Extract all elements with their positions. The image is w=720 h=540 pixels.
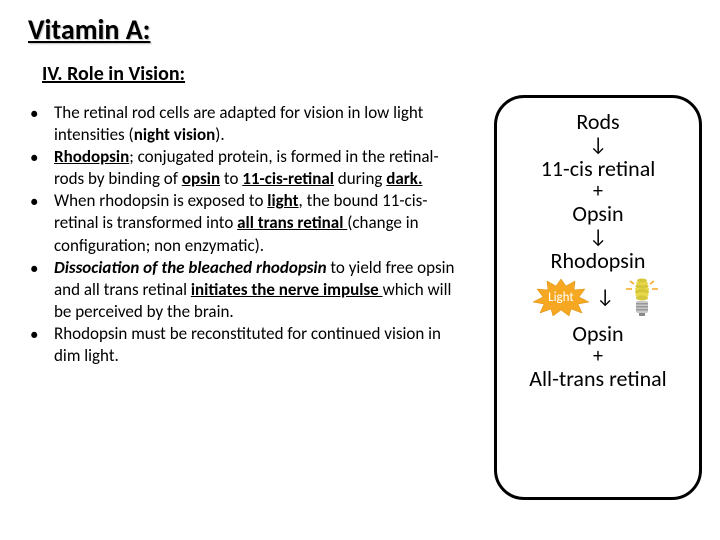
text-bold-underline: opsin — [182, 168, 220, 189]
diagram-node-cis-retinal: 11-cis retinal — [541, 157, 656, 180]
bullet-marker: • — [30, 190, 54, 256]
bullet-text: Rhodopsin must be reconstituted for cont… — [54, 323, 462, 367]
starburst-badge: Light — [532, 278, 590, 316]
pathway-diagram: Rods ↓ 11-cis retinal + Opsin ↓ Rhodopsi… — [494, 95, 702, 500]
bullet-marker: • — [30, 257, 54, 323]
text-bold-underline: light — [267, 190, 298, 211]
section-subtitle: IV. Role in Vision: — [42, 62, 185, 86]
text-bold-underline: initiates the nerve impulse — [191, 279, 383, 300]
list-item: • Dissociation of the bleached rhodopsin… — [30, 257, 462, 323]
text-bold-italic: Dissociation of the bleached rhodopsin — [54, 257, 327, 278]
text: during — [334, 168, 386, 189]
diagram-node-opsin2: Opsin — [572, 322, 623, 345]
page-title: Vitamin A: — [28, 12, 150, 47]
plus-icon: + — [593, 346, 603, 366]
text: The retinal rod cells are adapted for vi… — [54, 102, 423, 145]
light-label: Light — [548, 290, 574, 305]
diagram-node-trans-retinal: All-trans retinal — [529, 367, 666, 390]
list-item: • When rhodopsin is exposed to light, th… — [30, 190, 462, 256]
text: ). — [215, 124, 224, 145]
bullet-marker: • — [30, 102, 54, 146]
bullet-text: Rhodopsin; conjugated protein, is formed… — [54, 146, 462, 190]
arrow-down-icon: ↓ — [589, 227, 607, 247]
text: Rhodopsin must be reconstituted for cont… — [54, 323, 441, 366]
lightbulb-icon — [620, 275, 664, 319]
text-bold: night vision — [134, 124, 216, 145]
bullet-text: Dissociation of the bleached rhodopsin t… — [54, 257, 462, 323]
diagram-node-rods: Rods — [576, 110, 619, 133]
bullet-list: • The retinal rod cells are adapted for … — [30, 102, 462, 367]
light-row: Light ↓ — [532, 275, 664, 319]
text-bold-underline: all trans retinal — [237, 212, 347, 233]
text-bold-underline: 11-cis-retinal — [242, 168, 334, 189]
text: When rhodopsin is exposed to — [54, 190, 267, 211]
bullet-marker: • — [30, 146, 54, 190]
text-bold-underline: dark. — [386, 168, 422, 189]
list-item: • Rhodopsin; conjugated protein, is form… — [30, 146, 462, 190]
arrow-down-icon: ↓ — [596, 287, 614, 307]
arrow-down-icon: ↓ — [589, 135, 607, 155]
diagram-node-rhodopsin: Rhodopsin — [551, 249, 646, 272]
list-item: • The retinal rod cells are adapted for … — [30, 102, 462, 146]
diagram-node-opsin: Opsin — [572, 202, 623, 225]
bullet-marker: • — [30, 323, 54, 367]
plus-icon: + — [593, 181, 603, 201]
list-item: • Rhodopsin must be reconstituted for co… — [30, 323, 462, 367]
text: to — [220, 168, 242, 189]
text-bold-underline: Rhodopsin — [54, 146, 129, 167]
bullet-text: The retinal rod cells are adapted for vi… — [54, 102, 462, 146]
bullet-text: When rhodopsin is exposed to light, the … — [54, 190, 462, 256]
